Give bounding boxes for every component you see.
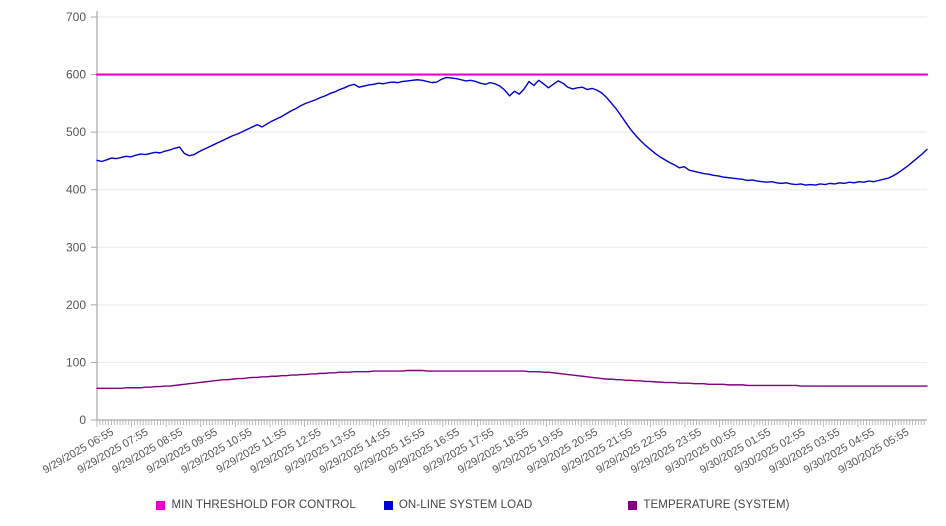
y-axis-tick-label: 0 <box>79 413 86 427</box>
axis-lines <box>91 11 927 427</box>
grid-lines <box>97 16 927 363</box>
legend-swatch-min-threshold <box>156 500 166 510</box>
y-axis-tick-label: 600 <box>66 68 86 82</box>
legend-item-temperature-system[interactable]: TEMPERATURE (SYSTEM) <box>628 499 789 511</box>
legend-swatch-temperature-system <box>628 500 638 510</box>
y-axis-tick-label: 700 <box>66 10 86 24</box>
y-axis-tick-label: 500 <box>66 125 86 139</box>
series-line-1 <box>96 76 928 186</box>
series-line-2 <box>96 369 928 390</box>
legend-label-temperature-system: TEMPERATURE (SYSTEM) <box>643 499 790 511</box>
y-axis-tick-label: 400 <box>66 183 86 197</box>
y-axis-tick-label: 200 <box>66 298 86 312</box>
chart-legend: MIN THRESHOLD FOR CONTROL ON-LINE SYSTEM… <box>0 493 946 517</box>
legend-swatch-online-system-load <box>383 500 393 510</box>
legend-item-online-system-load[interactable]: ON-LINE SYSTEM LOAD <box>383 499 533 511</box>
data-series-layer <box>95 73 929 390</box>
legend-item-min-threshold[interactable]: MIN THRESHOLD FOR CONTROL <box>156 499 356 511</box>
y-axis-tick-label: 100 <box>66 355 86 369</box>
x-axis-tick-labels: 9/29/2025 06:559/29/2025 07:559/29/2025 … <box>41 426 911 476</box>
y-axis-tick-labels: 0 100 200 300 400 500 600 700 <box>66 10 86 427</box>
y-axis-tick-label: 300 <box>66 240 86 254</box>
legend-label-min-threshold: MIN THRESHOLD FOR CONTROL <box>171 499 356 511</box>
legend-label-online-system-load: ON-LINE SYSTEM LOAD <box>398 499 533 511</box>
